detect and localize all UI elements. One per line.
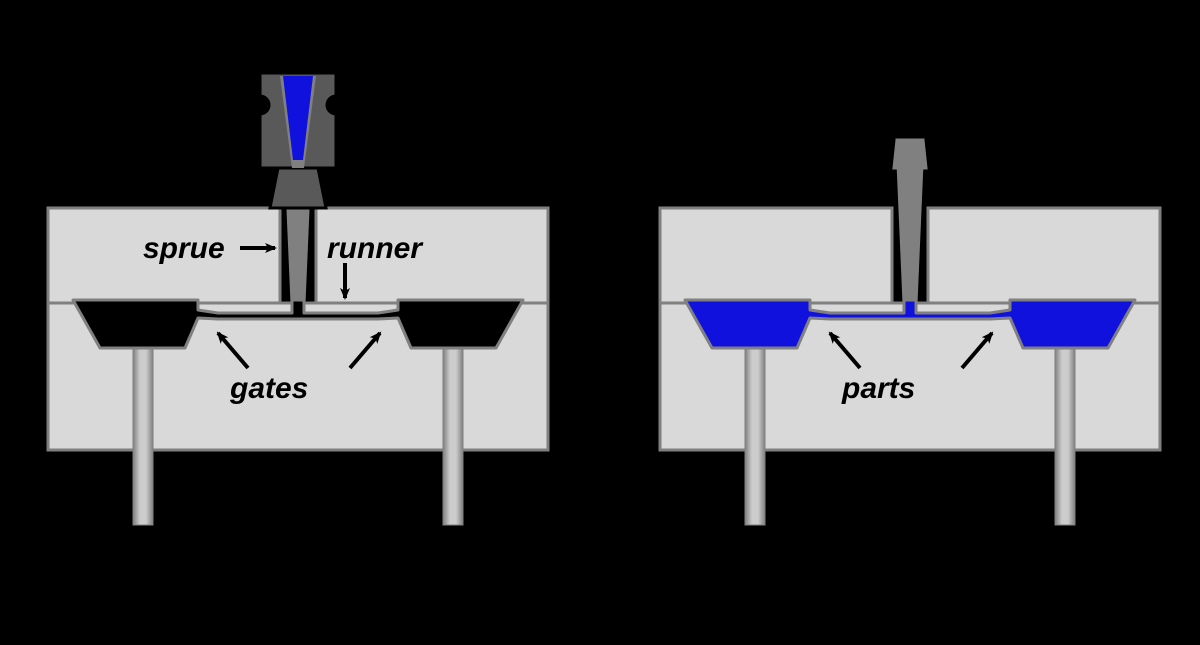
label-parts: parts — [841, 372, 915, 405]
ejector-pin-right — [443, 348, 463, 525]
mold-upper-right — [928, 208, 1160, 303]
ejector-pin-left — [133, 348, 153, 525]
ejector-pin-right — [1055, 348, 1075, 525]
label-runner: runner — [327, 232, 424, 265]
mold-upper-left — [660, 208, 892, 303]
ejector-pin-left — [745, 348, 765, 525]
nozzle-tip — [270, 168, 326, 208]
injection-mold-diagram: sprue runner gates parts — [0, 0, 1200, 645]
sprue-stub — [894, 140, 926, 168]
label-sprue: sprue — [143, 232, 225, 265]
label-gates: gates — [229, 372, 308, 405]
